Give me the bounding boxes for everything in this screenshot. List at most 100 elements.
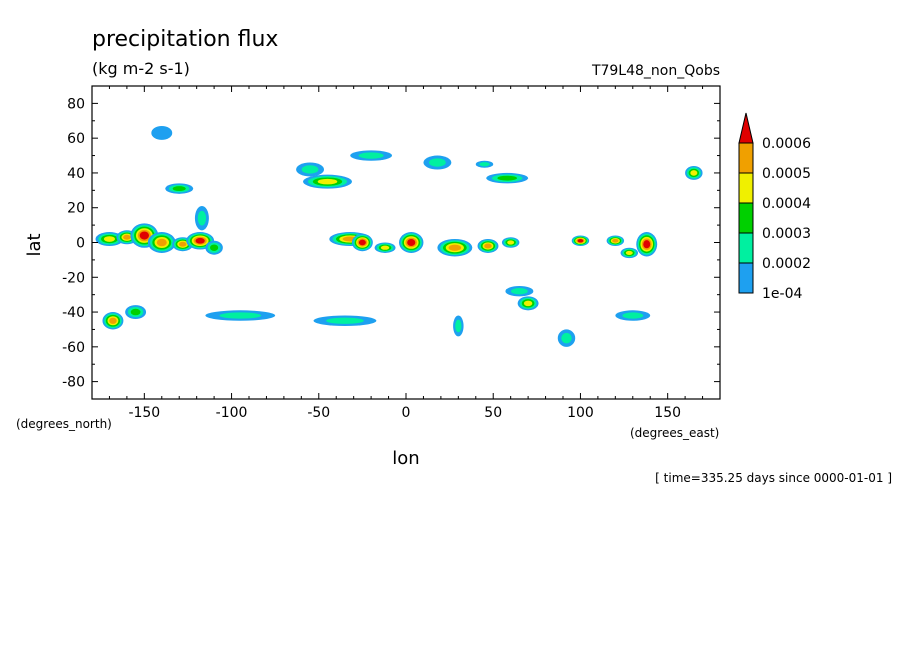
precip-feature <box>102 312 124 330</box>
x-tick-label: -100 <box>216 405 248 421</box>
contour-level-3 <box>172 186 186 192</box>
precip-feature <box>475 160 494 168</box>
precip-feature <box>313 315 377 326</box>
precip-feature <box>453 315 464 337</box>
run-label: T79L48_non_Qobs <box>591 63 720 79</box>
contour-level-2 <box>561 332 572 344</box>
contour-level-2 <box>511 288 528 295</box>
precip-feature <box>571 235 590 246</box>
precip-feature <box>501 237 520 248</box>
precip-feature <box>95 232 124 246</box>
y-tick-label: -20 <box>62 270 85 286</box>
colorbar-swatch <box>738 172 754 204</box>
contour-level-2 <box>326 317 364 324</box>
precip-feature <box>685 165 703 180</box>
precip-feature <box>116 230 138 245</box>
contour-level-4 <box>103 236 116 242</box>
precip-feature <box>486 172 529 184</box>
precip-feature <box>165 183 194 194</box>
precip-feature <box>205 310 276 321</box>
contour-level-2 <box>301 165 319 174</box>
precip-feature <box>151 125 173 140</box>
precip-feature <box>296 162 325 177</box>
colorbar: 0.0006 0.0005 0.0004 0.0003 0.0002 1e-04 <box>738 112 811 302</box>
contour-level-1 <box>151 125 173 140</box>
x-tick-label: 100 <box>567 405 594 421</box>
contour-level-6 <box>195 237 205 244</box>
contour-level-5 <box>156 238 167 247</box>
colorbar-label: 0.0006 <box>762 136 811 152</box>
colorbar-swatch <box>738 202 754 234</box>
chart-units: (kg m-2 s-1) <box>92 59 190 78</box>
x-tick-label: -50 <box>307 405 330 421</box>
precip-feature <box>351 233 373 252</box>
precip-feature <box>517 296 539 311</box>
contour-level-2 <box>197 210 207 226</box>
time-label: [ time=335.25 days since 0000-01-01 ] <box>655 471 892 485</box>
chart-title: precipitation flux <box>92 27 278 52</box>
contour-level-6 <box>139 231 149 240</box>
x-tick-label: 0 <box>402 405 411 421</box>
precip-feature <box>615 310 651 321</box>
contour-level-5 <box>123 234 131 240</box>
colorbar-swatch <box>738 232 754 264</box>
contour-level-5 <box>109 317 117 324</box>
contour-level-6 <box>577 239 584 243</box>
contour-level-2 <box>622 312 644 319</box>
contour-level-5 <box>612 238 619 243</box>
contour-level-3 <box>130 308 141 316</box>
x-tick-label: 150 <box>654 405 681 421</box>
precip-feature <box>399 232 424 253</box>
precip-feature <box>125 305 147 320</box>
y-units-label: (degrees_north) <box>16 417 112 431</box>
colorbar-extend-triangle <box>738 112 754 144</box>
contour-level-4 <box>625 250 633 256</box>
y-ticks: 80 60 40 20 0 -20 -40 -60 -80 <box>62 85 720 400</box>
precip-feature <box>505 285 534 297</box>
x-ticks: -150 -100 -50 0 50 100 150 <box>91 86 721 421</box>
precip-feature <box>437 238 473 257</box>
x-tick-label: -150 <box>128 405 160 421</box>
colorbar-label: 0.0005 <box>762 166 811 182</box>
colorbar-label: 0.0003 <box>762 226 811 242</box>
precip-feature <box>303 174 352 189</box>
x-units-label: (degrees_east) <box>630 426 719 440</box>
precip-feature <box>477 239 499 253</box>
y-tick-label: 80 <box>67 96 85 112</box>
precip-feature <box>194 205 209 231</box>
precip-feature <box>205 240 223 255</box>
contour-level-6 <box>643 240 651 249</box>
y-tick-label: 20 <box>67 201 85 217</box>
x-tick-label: 50 <box>484 405 502 421</box>
contour-level-2 <box>429 158 446 167</box>
contour-level-6 <box>407 239 416 246</box>
contour-level-2 <box>219 312 262 319</box>
contour-level-4 <box>523 300 533 307</box>
contour-level-4 <box>507 240 515 245</box>
precip-feature <box>606 235 625 246</box>
precip-feature <box>374 242 396 253</box>
colorbar-label: 0.0002 <box>762 256 811 272</box>
x-axis-label: lon <box>392 448 419 469</box>
map-field <box>95 125 703 347</box>
contour-level-2 <box>479 162 490 167</box>
contour-level-4 <box>317 178 338 185</box>
contour-level-4 <box>690 170 698 176</box>
precip-feature <box>620 247 639 259</box>
precip-feature <box>557 329 576 347</box>
colorbar-swatch <box>738 262 754 294</box>
y-tick-label: -60 <box>62 340 85 356</box>
contour-level-5 <box>178 241 187 247</box>
y-tick-label: 60 <box>67 131 85 147</box>
precip-feature <box>186 232 215 250</box>
contour-level-3 <box>497 175 517 181</box>
y-tick-label: -80 <box>62 375 85 391</box>
colorbar-label: 1e-04 <box>762 286 802 302</box>
y-tick-label: 40 <box>67 166 85 182</box>
contour-level-6 <box>358 239 366 246</box>
y-tick-label: -40 <box>62 305 85 321</box>
contour-level-4 <box>380 245 390 250</box>
y-axis-label: lat <box>24 233 45 256</box>
precip-feature <box>147 232 176 253</box>
